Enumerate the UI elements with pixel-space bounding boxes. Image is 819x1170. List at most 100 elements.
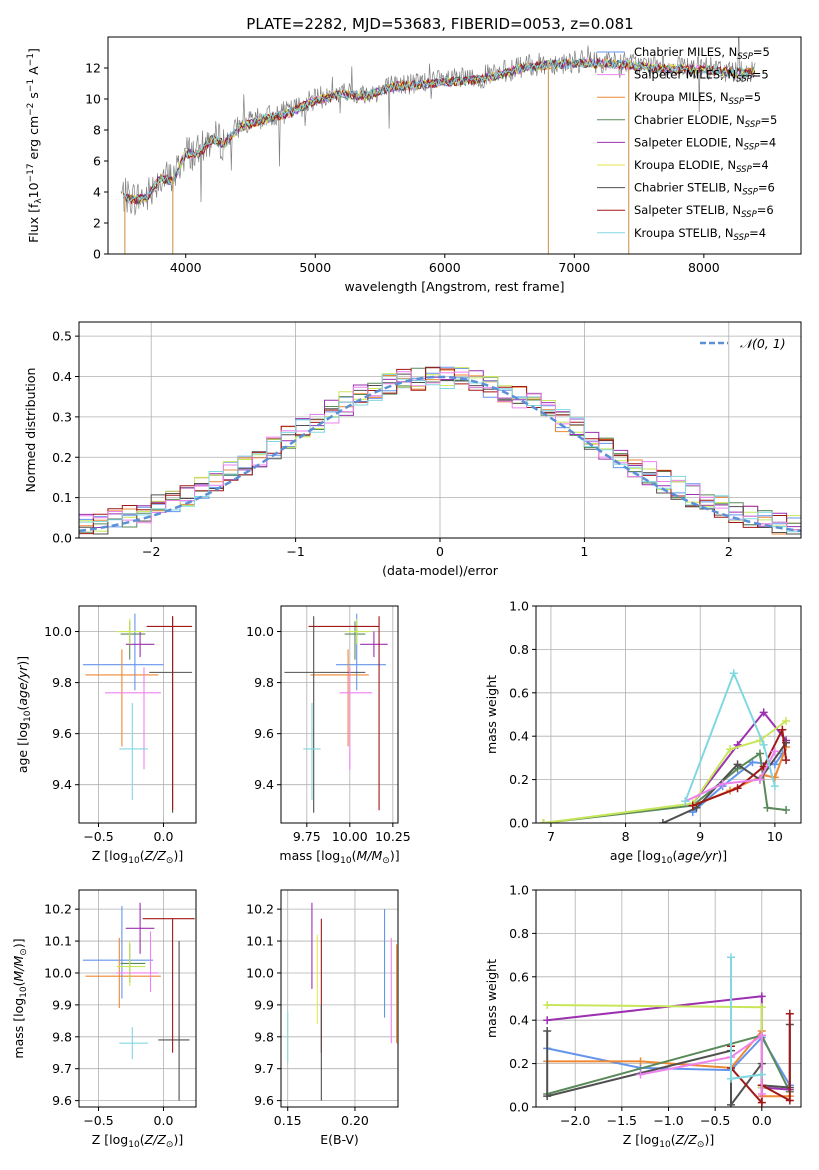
errorbar-point xyxy=(82,613,164,691)
weight-marker xyxy=(757,1070,766,1079)
x-tick-label: 10.25 xyxy=(375,829,411,844)
x-tick-label: −2.0 xyxy=(560,1113,590,1128)
x-tick-label: 0.20 xyxy=(341,1113,369,1128)
age-vs-Z-panel: −0.5 0.0 9.4 9.6 9.8 10.0 Z [log10​(Z/Z⊙​)] age… xyxy=(15,605,197,866)
weight-marker xyxy=(757,992,766,1001)
weight-line xyxy=(547,1028,790,1098)
y-tick-label: 0.2 xyxy=(509,1056,529,1071)
errorbar-point xyxy=(125,631,155,658)
residuals-x-axis-label: (data-model)/error xyxy=(382,563,499,578)
weight-marker xyxy=(658,819,667,823)
weight-marker xyxy=(727,1100,736,1107)
figure-title: PLATE=2282, MJD=53683, FIBERID=0053, z=0… xyxy=(246,15,633,33)
y-tick-label: 10.2 xyxy=(44,902,72,917)
weight-marker xyxy=(770,747,779,756)
y-tick-label: 0.0 xyxy=(509,816,529,831)
x-tick-label: 10.00 xyxy=(332,829,368,844)
mass-vs-Z-x-axis-label: Z [log10​(Z/Z⊙​)] xyxy=(92,1132,183,1150)
errorbar-point xyxy=(125,902,155,954)
x-tick-label: 0.0 xyxy=(154,829,174,844)
errorbar-point xyxy=(336,613,386,691)
mass-vs-EBV-frame xyxy=(280,889,399,1108)
x-tick-label: 0 xyxy=(436,544,444,559)
weight-marker xyxy=(763,803,772,812)
legend-entry: Chabrier STELIB, NSSP=6 xyxy=(634,181,775,198)
normal-curve xyxy=(79,375,801,533)
mass-weight-vs-Z-x-axis-label: Z [log10​(Z/Z⊙​)] xyxy=(623,1132,714,1150)
mass-vs-Z-y-axis-label: mass [log10​(M/M⊙​)] xyxy=(11,938,29,1058)
errorbar-point xyxy=(85,649,159,747)
y-tick-label: 12 xyxy=(85,61,101,76)
y-tick-label: 9.8 xyxy=(254,1029,274,1044)
age-vs-Z-grid xyxy=(79,606,196,823)
y-tick-label: 0.5 xyxy=(52,329,72,344)
mass-weight-vs-Z-grid xyxy=(536,889,801,1108)
mass-vs-EBV-plot-area xyxy=(287,902,398,1101)
weight-marker xyxy=(785,1096,794,1105)
y-tick-label: 0.2 xyxy=(52,450,72,465)
legend-entry: Kroupa MILES, NSSP=5 xyxy=(634,90,761,107)
weight-marker xyxy=(727,953,736,962)
mass-vs-EBV-grid xyxy=(281,890,398,1107)
errorbar-point xyxy=(344,621,366,660)
age-vs-Z-plot-area xyxy=(82,613,193,813)
residual-histogram xyxy=(79,367,801,535)
weight-marker xyxy=(636,1057,645,1066)
weight-line xyxy=(692,710,787,805)
x-tick-label: 1 xyxy=(580,544,588,559)
residuals-plot-area xyxy=(79,366,801,535)
age-vs-mass-grid xyxy=(281,606,398,823)
weight-marker xyxy=(757,1098,766,1107)
weight-line xyxy=(684,670,776,802)
y-tick-label: 10.2 xyxy=(246,902,274,917)
legend-entry: Salpeter ELODIE, NSSP=4 xyxy=(634,135,776,152)
y-tick-label: 10.0 xyxy=(44,965,72,980)
x-tick-label: 8000 xyxy=(688,260,720,275)
weight-marker xyxy=(636,1070,645,1079)
weight-marker xyxy=(757,1089,766,1098)
legend-entry: Chabrier ELODIE, NSSP=5 xyxy=(634,113,777,130)
mass-weight-vs-age-plot-area xyxy=(539,669,791,823)
weight-line xyxy=(730,957,762,1080)
mass-vs-Z-panel: −0.5 0.0 9.6 9.7 9.8 9.9 10.0 10.1 10.2 Z [log10​… xyxy=(11,889,197,1150)
spectrum-plot-area xyxy=(120,37,756,254)
weight-marker xyxy=(782,717,791,726)
y-tick-label: 9.8 xyxy=(52,675,72,690)
weight-marker xyxy=(755,749,764,758)
y-tick-label: 10 xyxy=(85,92,101,107)
y-tick-label: 9.4 xyxy=(254,777,274,792)
errorbar-point xyxy=(310,649,369,747)
mass-weight-vs-age-panel: 7 8 9 10 0.0 0.2 0.4 0.6 0.8 1.0 age [log10​(age/y… xyxy=(484,599,802,866)
weight-marker xyxy=(757,1003,766,1012)
x-tick-label: −1.0 xyxy=(653,1113,683,1128)
mass-weight-vs-age-x-axis-label: age [log10​(age/yr)] xyxy=(610,848,727,866)
spectrum-model-line xyxy=(123,57,755,203)
weight-marker xyxy=(785,1009,794,1018)
mass-weight-vs-age-y-axis-label: mass weight xyxy=(484,675,499,754)
x-tick-label: −0.5 xyxy=(700,1113,730,1128)
weight-series xyxy=(688,725,791,810)
y-tick-label: 10.0 xyxy=(246,965,274,980)
y-tick-label: 9.4 xyxy=(52,777,72,792)
y-tick-label: 1.0 xyxy=(509,883,529,898)
x-tick-label: −0.5 xyxy=(83,1113,113,1128)
weight-marker xyxy=(543,1092,552,1101)
age-vs-Z-x-axis-label: Z [log10​(Z/Z⊙​)] xyxy=(92,848,183,866)
y-tick-label: 9.6 xyxy=(254,726,274,741)
spectrum-y-axis-label: Flux [fλ​10−17​ erg cm−2​ s−1​ A−1​] xyxy=(26,48,44,243)
y-tick-label: 1.0 xyxy=(509,599,529,614)
y-tick-label: 0.4 xyxy=(509,729,529,744)
weight-marker xyxy=(733,784,742,793)
weight-series xyxy=(727,953,766,1083)
errorbar-point xyxy=(119,703,148,801)
errorbar-point xyxy=(360,631,388,658)
x-tick-label: 5000 xyxy=(299,260,331,275)
y-tick-label: 9.9 xyxy=(52,997,72,1012)
weight-marker xyxy=(681,797,690,806)
y-tick-label: 0.6 xyxy=(509,969,529,984)
errorbar-point xyxy=(82,905,154,999)
x-tick-label: −0.5 xyxy=(83,829,113,844)
y-tick-label: 9.7 xyxy=(52,1061,72,1076)
weight-series xyxy=(681,669,779,806)
mass-vs-Z-plot-area xyxy=(82,902,195,1101)
